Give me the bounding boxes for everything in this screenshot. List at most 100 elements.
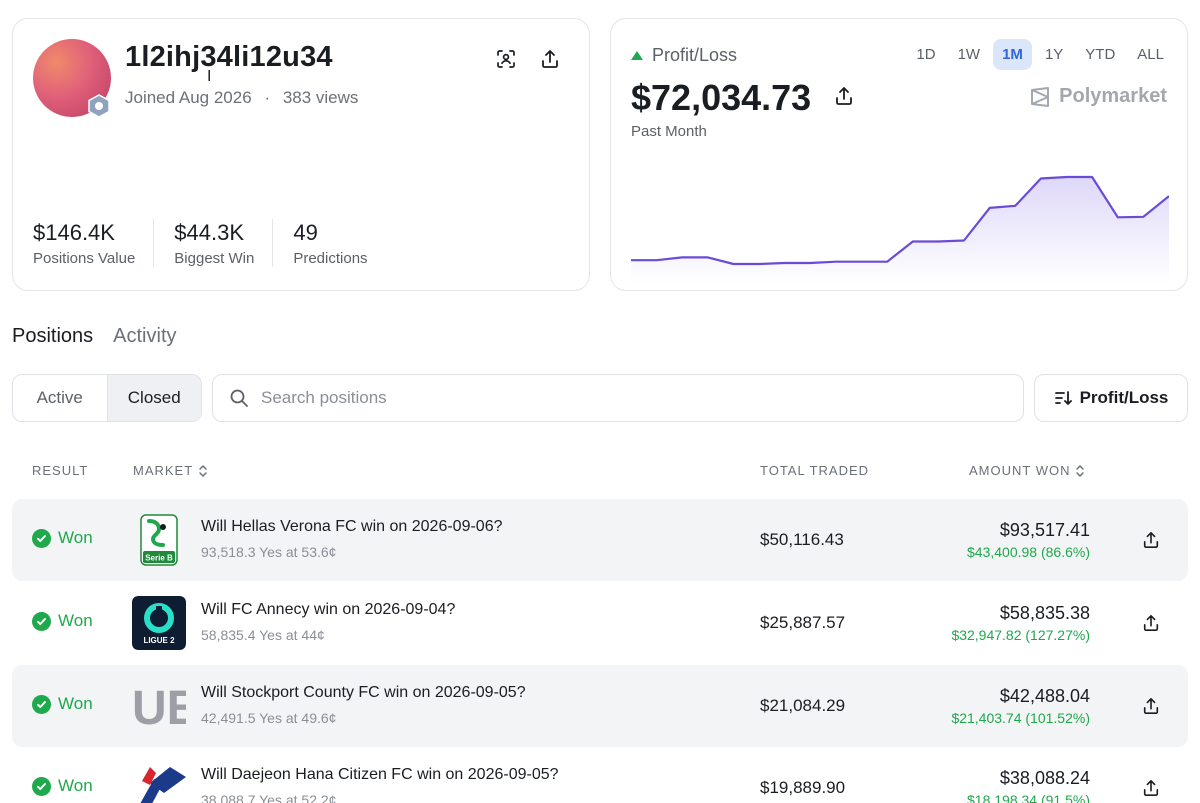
check-circle-icon <box>32 694 51 714</box>
market-title[interactable]: Will Stockport County FC win on 2026-09-… <box>201 684 526 701</box>
total-traded: $50,116.43 <box>760 530 844 549</box>
header-market[interactable]: MARKET <box>133 463 208 478</box>
check-circle-icon <box>32 611 51 631</box>
share-icon <box>1143 531 1159 549</box>
market-position: 93,518.3 Yes at 53.6¢ <box>201 544 337 560</box>
stat-value: $44.3K <box>174 220 245 245</box>
table-row[interactable]: Won Serie B Will Hellas Verona FC win on… <box>12 499 1188 581</box>
total-traded: $19,889.90 <box>760 778 846 797</box>
stat-label: Positions Value <box>33 250 136 267</box>
logo-text: UE <box>132 682 186 733</box>
share-icon <box>1143 614 1159 632</box>
brand-name: Polymarket <box>1059 85 1167 107</box>
header-amount-won[interactable]: AMOUNT WON <box>969 463 1085 478</box>
amount-won: $93,517.41 <box>999 520 1090 540</box>
efl-logo-icon: UE <box>132 679 186 733</box>
share-icon <box>836 87 852 105</box>
closed-toggle[interactable]: Closed <box>106 375 201 421</box>
k-league-logo-icon <box>132 761 186 803</box>
market-title[interactable]: Will Hellas Verona FC win on 2026-09-06? <box>201 518 503 535</box>
scan-profile-button[interactable] <box>491 44 521 74</box>
logo-text: LIGUE 2 <box>143 636 175 645</box>
pnl-period: Past Month <box>631 123 707 140</box>
stat-value: 49 <box>293 220 318 245</box>
search-icon <box>230 389 248 407</box>
header-total-traded-label: TOTAL TRADED <box>760 463 870 478</box>
result-badge: Won <box>32 611 93 631</box>
search-input[interactable] <box>261 388 961 408</box>
share-position-button[interactable] <box>1139 776 1163 800</box>
amount-won: $58,835.38 <box>999 603 1090 623</box>
tab-positions[interactable]: Positions <box>12 325 94 347</box>
profit-gain: $32,947.82 (127.27%) <box>951 627 1090 643</box>
share-position-button[interactable] <box>1139 694 1163 718</box>
market-position: 38,088.7 Yes at 52.2¢ <box>201 792 337 803</box>
svg-text:Serie B: Serie B <box>145 554 173 563</box>
profile-stats: $146.4K Positions Value $44.3K Biggest W… <box>33 219 406 267</box>
market-title[interactable]: Will FC Annecy win on 2026-09-04? <box>201 601 456 618</box>
tab-activity[interactable]: Activity <box>113 325 177 347</box>
pnl-amount: $72,034.73 <box>631 77 812 118</box>
serie-b-logo-icon: Serie B <box>132 513 186 567</box>
range-1d[interactable]: 1D <box>916 46 936 63</box>
stat-label: Predictions <box>293 250 368 267</box>
share-icon <box>1143 779 1159 797</box>
brand-watermark: Polymarket <box>1029 85 1167 108</box>
profit-gain: $21,403.74 (101.52%) <box>951 710 1090 726</box>
range-1y[interactable]: 1Y <box>1044 46 1064 63</box>
verified-badge-icon <box>88 94 110 118</box>
pnl-line <box>631 175 1169 266</box>
joined-date: Joined Aug 2026 <box>125 88 252 107</box>
range-ytd[interactable]: YTD <box>1085 46 1116 63</box>
share-pnl-button[interactable] <box>829 81 859 111</box>
pnl-area <box>631 177 1169 284</box>
share-position-button[interactable] <box>1139 611 1163 635</box>
result-badge: Won <box>32 694 93 714</box>
stat-predictions: 49 Predictions <box>293 219 385 267</box>
table-row[interactable]: Won Will Daejeon Hana Citizen FC win on … <box>12 747 1188 803</box>
pnl-header: Profit/Loss <box>631 45 737 66</box>
header-market-label: MARKET <box>133 463 194 478</box>
profile-card: 1l2ihj34li12u34 I Joined Aug 2026 · 383 … <box>12 18 590 291</box>
profit-gain: $43,400.98 (86.6%) <box>967 544 1090 560</box>
share-icon <box>1143 697 1159 715</box>
range-1m[interactable]: 1M <box>993 39 1032 70</box>
time-range-selector: 1D 1W 1M 1Y YTD ALL <box>907 39 1173 70</box>
polymarket-logo-icon <box>1031 86 1050 107</box>
market-position: 58,835.4 Yes at 44¢ <box>201 627 325 643</box>
result-label: Won <box>58 611 93 630</box>
active-toggle[interactable]: Active <box>36 388 83 407</box>
share-profile-button[interactable] <box>535 44 565 74</box>
share-position-button[interactable] <box>1139 528 1163 552</box>
header-total-traded: TOTAL TRADED <box>760 463 869 478</box>
username: 1l2ihj34li12u34 <box>125 41 333 73</box>
header-result: RESULT <box>32 463 88 478</box>
pnl-chart <box>631 175 1169 284</box>
amount-won: $42,488.04 <box>999 686 1090 706</box>
check-circle-icon <box>32 528 51 548</box>
meta-separator: · <box>264 88 271 107</box>
check-circle-icon <box>32 776 51 796</box>
table-row[interactable]: Won UE Will Stockport County FC win on 2… <box>12 665 1188 747</box>
range-1w[interactable]: 1W <box>957 46 981 63</box>
sort-label: Profit/Loss <box>1079 388 1169 407</box>
total-traded: $25,887.57 <box>760 613 846 632</box>
scan-face-icon <box>497 50 515 68</box>
stat-biggest-win: $44.3K Biggest Win <box>174 219 274 267</box>
search-box <box>212 374 1024 422</box>
positions-tabs: Positions Activity <box>12 325 177 348</box>
header-amount-won-label: AMOUNT WON <box>969 463 1071 478</box>
stat-value: $146.4K <box>33 220 115 245</box>
market-title[interactable]: Will Daejeon Hana Citizen FC win on 2026… <box>201 766 559 783</box>
sort-updown-icon <box>1076 464 1085 477</box>
pnl-label: Profit/Loss <box>652 45 738 65</box>
total-traded: $21,084.29 <box>760 696 846 715</box>
amount-won: $38,088.24 <box>999 768 1090 788</box>
sort-updown-icon <box>199 464 207 477</box>
sort-button[interactable]: Profit/Loss <box>1034 374 1188 422</box>
profit-gain: $18,198.34 (91.5%) <box>967 792 1090 803</box>
header-result-label: RESULT <box>32 463 89 478</box>
table-row[interactable]: Won LIGUE 2 Will FC Annecy win on 2026-0… <box>12 582 1188 664</box>
sort-icon <box>1054 391 1072 406</box>
range-all[interactable]: ALL <box>1137 46 1164 63</box>
